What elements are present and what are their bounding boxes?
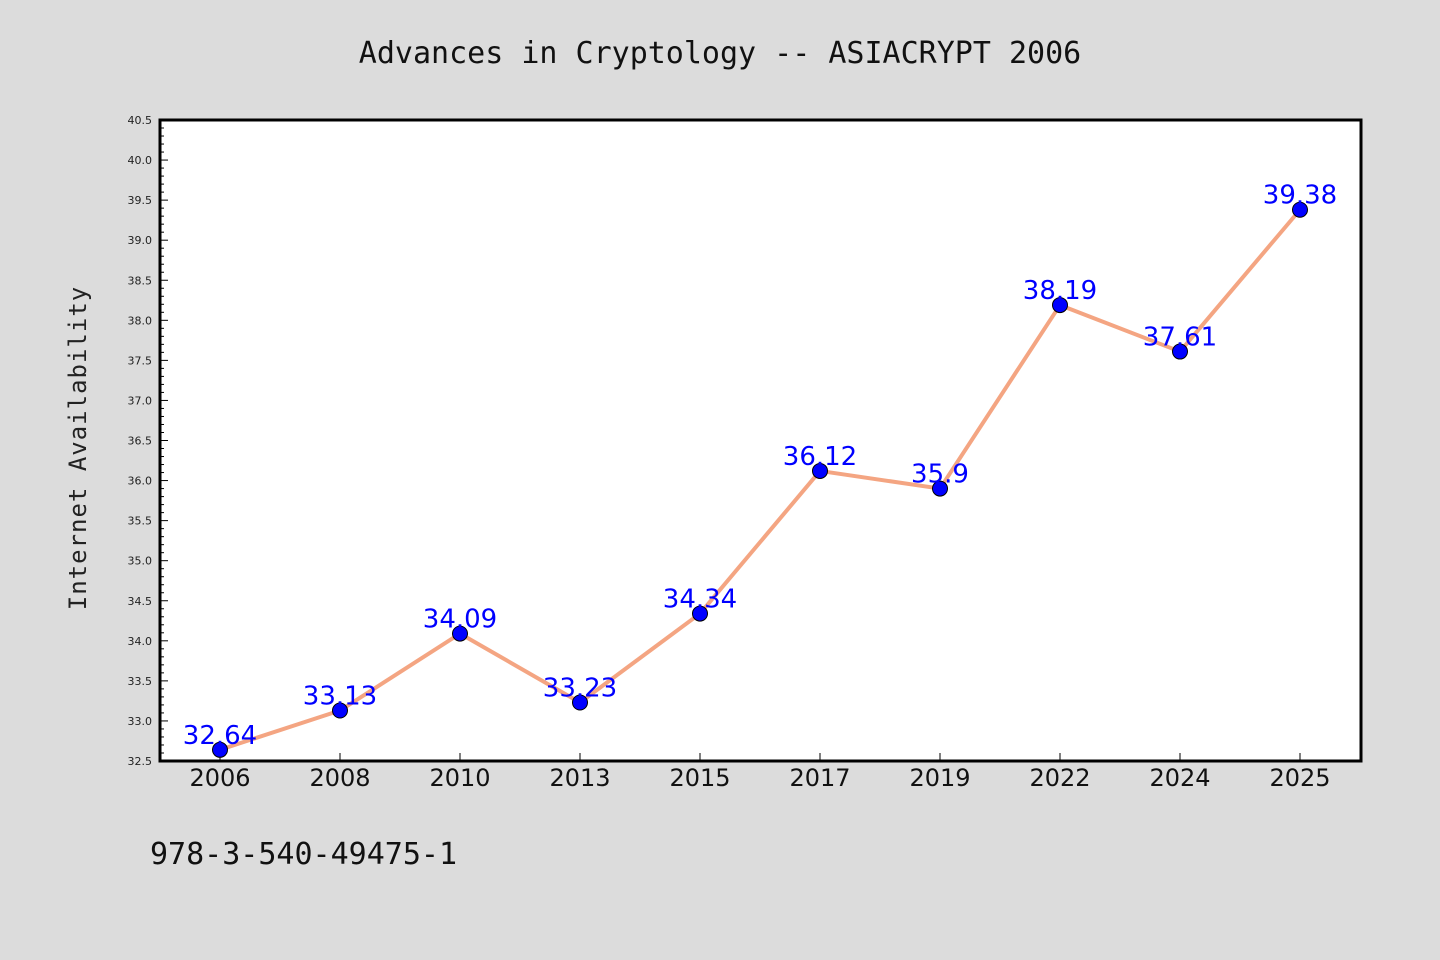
data-point — [572, 694, 588, 711]
data-point — [1052, 297, 1068, 314]
x-tick-label: 2022 — [1029, 764, 1090, 792]
data-point — [212, 741, 228, 758]
data-label: 33.23 — [543, 674, 617, 704]
y-tick-label: 36.5 — [128, 435, 153, 448]
y-tick-label: 36.0 — [128, 475, 153, 488]
x-tick-label: 2010 — [429, 764, 490, 792]
data-point — [932, 480, 948, 497]
y-tick-label: 33.5 — [128, 675, 153, 688]
x-tick-label: 2019 — [909, 764, 970, 792]
data-point — [452, 625, 468, 642]
markers-group — [212, 201, 1308, 758]
y-tick-label: 33.0 — [128, 715, 153, 728]
y-tick-label: 39.5 — [128, 194, 153, 207]
footer-isbn: 978-3-540-49475-1 — [150, 837, 457, 872]
data-label: 34.09 — [423, 605, 497, 635]
data-point — [332, 702, 348, 719]
y-tick-label: 34.5 — [128, 595, 153, 608]
x-tick-label: 2008 — [309, 764, 370, 792]
x-tick-label: 2015 — [669, 764, 730, 792]
y-tick-label: 37.5 — [128, 354, 153, 367]
y-tick-label: 40.5 — [128, 114, 153, 127]
data-label: 39.38 — [1263, 181, 1337, 211]
x-tick-label: 2017 — [789, 764, 850, 792]
y-tick-label: 38.0 — [128, 314, 153, 327]
x-tick-label: 2013 — [549, 764, 610, 792]
data-label: 38.19 — [1023, 276, 1097, 306]
x-tick-label: 2025 — [1269, 764, 1330, 792]
data-point — [692, 605, 708, 622]
series-line — [218, 207, 1302, 752]
x-tick-label: 2024 — [1149, 764, 1210, 792]
data-label: 33.13 — [303, 682, 377, 712]
y-tick-label: 40.0 — [128, 154, 153, 167]
y-tick-label: 37.0 — [128, 394, 153, 407]
y-tick-label: 35.0 — [128, 555, 153, 568]
x-tick-label: 2006 — [189, 764, 250, 792]
data-point — [1172, 343, 1188, 360]
chart-title: Advances in Cryptology -- ASIACRYPT 2006 — [359, 36, 1081, 71]
y-axis-label: Internet Availability — [64, 286, 92, 610]
data-labels-group: 32.64 33.13 34.09 33.23 34.34 36.12 35.9 38.19 3… — [183, 181, 1337, 751]
y-tick-label: 32.5 — [128, 755, 153, 768]
y-tick-label: 38.5 — [128, 274, 153, 287]
y-axis: 32.5 33.0 33.5 34.0 34.5 35.0 35.5 36.0 36.5 37.0… — [128, 114, 168, 768]
data-point — [1292, 201, 1308, 218]
plot-area — [158, 118, 1363, 763]
x-axis: 2006 2008 2010 2013 2015 2017 2019 2022 2024 2025 — [189, 753, 1331, 792]
data-label: 37.61 — [1143, 323, 1217, 353]
data-point — [812, 462, 828, 479]
y-tick-label: 35.5 — [128, 515, 153, 528]
data-label: 35.9 — [911, 460, 969, 490]
data-label: 32.64 — [183, 721, 257, 751]
series-line-group — [218, 207, 1302, 752]
y-tick-label: 39.0 — [128, 234, 153, 247]
data-label: 34.34 — [663, 585, 737, 615]
data-label: 36.12 — [783, 442, 857, 472]
y-tick-label: 34.0 — [128, 635, 153, 648]
